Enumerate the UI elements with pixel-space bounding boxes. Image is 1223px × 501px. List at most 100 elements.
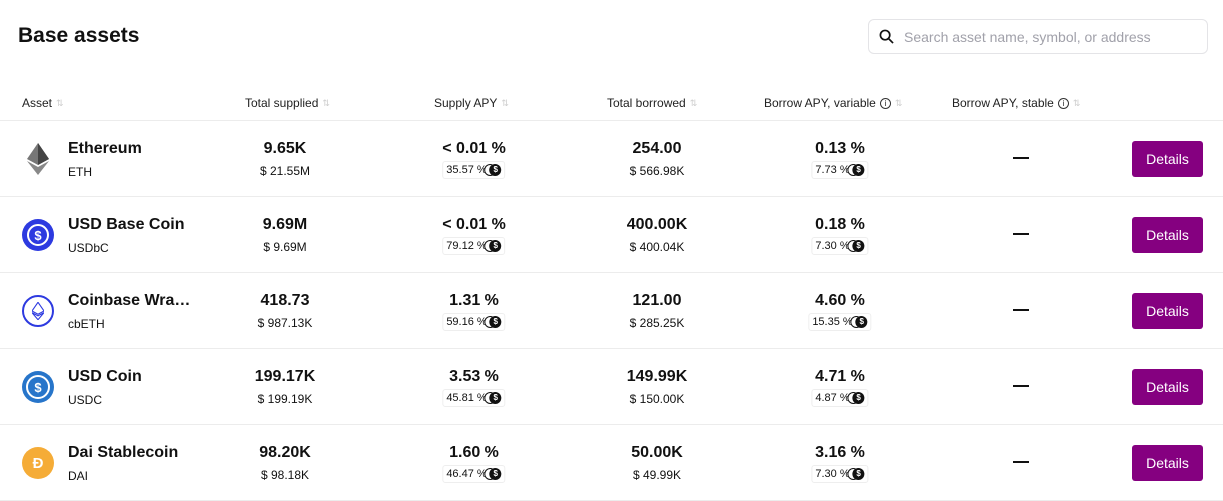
column-label: Borrow APY, stable: [952, 96, 1054, 110]
table-row[interactable]: Ethereum ETH 9.65K $ 21.55M < 0.01 % 35.57 …: [0, 121, 1223, 197]
borrowed-amount: 149.99K: [626, 368, 688, 385]
supply-apy-value: < 0.01 %: [442, 215, 506, 233]
incentive-badge[interactable]: 7.30 % $: [811, 464, 869, 483]
borrowed-usd: $ 400.04K: [629, 240, 685, 254]
borrow-apy-stable-empty: [1013, 233, 1029, 235]
column-label: Total supplied: [245, 96, 319, 110]
incentive-badge[interactable]: 15.35 % $: [808, 312, 872, 331]
column-label: Asset: [22, 96, 53, 110]
supplied-amount: 9.69M: [262, 216, 308, 233]
incentive-token-icon: $: [489, 391, 502, 404]
incentive-badge[interactable]: 45.81 % $: [442, 388, 506, 407]
total-borrowed: 149.99K $ 150.00K: [627, 349, 688, 425]
borrow-apy-value: 0.18 %: [815, 215, 865, 233]
details-button[interactable]: Details: [1132, 141, 1203, 177]
borrow-apy-variable: 0.18 % 7.30 % $: [811, 197, 869, 273]
page-title: Base assets: [18, 24, 140, 47]
incentive-value: 59.16 %: [446, 315, 487, 328]
borrow-apy-stable-empty: [1013, 157, 1029, 159]
borrow-apy-variable: 3.16 % 7.30 % $: [811, 425, 869, 501]
total-supplied: 98.20K $ 98.18K: [259, 425, 311, 501]
borrowed-usd: $ 49.99K: [632, 468, 682, 482]
borrow-apy-variable: 4.60 % 15.35 % $: [808, 273, 872, 349]
borrowed-amount: 400.00K: [626, 216, 688, 233]
incentive-badge[interactable]: 4.87 % $: [811, 388, 869, 407]
details-button[interactable]: Details: [1132, 217, 1203, 253]
borrowed-amount: 121.00: [632, 292, 682, 309]
borrowed-amount: 254.00: [632, 140, 682, 157]
supply-apy: 1.60 % 46.47 % $: [442, 425, 506, 501]
borrowed-amount: 50.00K: [631, 444, 683, 461]
search-box[interactable]: [868, 19, 1208, 54]
incentive-badge[interactable]: 7.73 % $: [811, 160, 869, 179]
supply-apy-value: 3.53 %: [449, 367, 499, 385]
total-borrowed: 50.00K $ 49.99K: [631, 425, 683, 501]
borrowed-usd: $ 285.25K: [629, 316, 685, 330]
column-header[interactable]: Supply APY ⇅: [434, 96, 509, 110]
borrow-apy-value: 3.16 %: [815, 443, 865, 461]
total-supplied: 199.17K $ 199.19K: [255, 349, 316, 425]
total-supplied: 418.73 $ 987.13K: [258, 273, 313, 349]
sort-icon: ⇅: [56, 97, 64, 108]
asset-cell: $ USD Coin USDC: [22, 349, 198, 425]
incentive-value: 15.35 %: [812, 315, 853, 328]
supplied-amount: 418.73: [260, 292, 310, 309]
incentive-value: 7.30 %: [815, 467, 850, 480]
sort-icon: ⇅: [501, 97, 509, 108]
sort-icon: ⇅: [1072, 97, 1081, 108]
usdc-icon: $: [22, 371, 54, 403]
asset-name: USD Base Coin: [68, 215, 185, 233]
search-input[interactable]: [904, 28, 1194, 45]
incentive-badge[interactable]: 46.47 % $: [442, 464, 506, 483]
incentive-token-icon: $: [852, 163, 865, 176]
asset-cell: Ethereum ETH: [22, 121, 198, 197]
asset-name: Dai Stablecoin: [68, 443, 179, 461]
sort-icon: ⇅: [689, 97, 698, 108]
details-button[interactable]: Details: [1132, 369, 1203, 405]
details-button[interactable]: Details: [1132, 445, 1203, 481]
supplied-usd: $ 199.19K: [257, 392, 313, 406]
dai-icon: Đ: [22, 447, 54, 479]
incentive-token-icon: $: [852, 239, 865, 252]
incentive-badge[interactable]: 79.12 % $: [442, 236, 506, 255]
column-header[interactable]: Total supplied ⇅: [245, 96, 330, 110]
column-label: Total borrowed: [607, 96, 686, 110]
supply-apy: < 0.01 % 79.12 % $: [442, 197, 506, 273]
incentive-token-icon: $: [852, 467, 865, 480]
borrow-apy-stable-empty: [1013, 309, 1029, 311]
column-header[interactable]: Total borrowed ⇅: [607, 96, 697, 110]
incentive-badge[interactable]: 59.16 % $: [442, 312, 506, 331]
supplied-usd: $ 98.18K: [260, 468, 310, 482]
details-button[interactable]: Details: [1132, 293, 1203, 329]
usdbc-icon: $: [22, 219, 54, 251]
column-label: Borrow APY, variable: [764, 96, 876, 110]
info-icon[interactable]: i: [1057, 97, 1069, 109]
column-header[interactable]: Borrow APY, stable i ⇅: [952, 96, 1080, 110]
incentive-token-icon: $: [489, 315, 502, 328]
total-supplied: 9.69M $ 9.69M: [263, 197, 307, 273]
incentive-token-icon: $: [852, 391, 865, 404]
asset-symbol: USDC: [68, 392, 103, 407]
table-row[interactable]: Coinbase Wrapped Staked ETH cbETH 418.73 $…: [0, 273, 1223, 349]
supply-apy-value: < 0.01 %: [442, 139, 506, 157]
borrow-apy-variable: 0.13 % 7.73 % $: [811, 121, 869, 197]
asset-symbol: USDbC: [68, 240, 109, 255]
supplied-usd: $ 9.69M: [263, 240, 307, 254]
table-row[interactable]: Đ Dai Stablecoin DAI 98.20K $ 98.18K 1.60 …: [0, 425, 1223, 501]
column-header[interactable]: Asset ⇅: [22, 96, 64, 110]
total-borrowed: 121.00 $ 285.25K: [630, 273, 685, 349]
borrow-apy-variable: 4.71 % 4.87 % $: [811, 349, 869, 425]
borrow-apy-value: 0.13 %: [815, 139, 865, 157]
incentive-value: 4.87 %: [815, 391, 850, 404]
borrow-apy-value: 4.71 %: [815, 367, 865, 385]
supplied-usd: $ 987.13K: [257, 316, 313, 330]
asset-symbol: ETH: [68, 164, 92, 179]
asset-symbol: cbETH: [68, 316, 105, 331]
table-row[interactable]: $ USD Base Coin USDbC 9.69M $ 9.69M < 0.01…: [0, 197, 1223, 273]
table-row[interactable]: $ USD Coin USDC 199.17K $ 199.19K 3.53 % 45…: [0, 349, 1223, 425]
incentive-badge[interactable]: 7.30 % $: [811, 236, 869, 255]
incentive-value: 7.30 %: [815, 239, 850, 252]
column-header[interactable]: Borrow APY, variable i ⇅: [764, 96, 902, 110]
info-icon[interactable]: i: [879, 97, 891, 109]
incentive-badge[interactable]: 35.57 % $: [442, 160, 506, 179]
